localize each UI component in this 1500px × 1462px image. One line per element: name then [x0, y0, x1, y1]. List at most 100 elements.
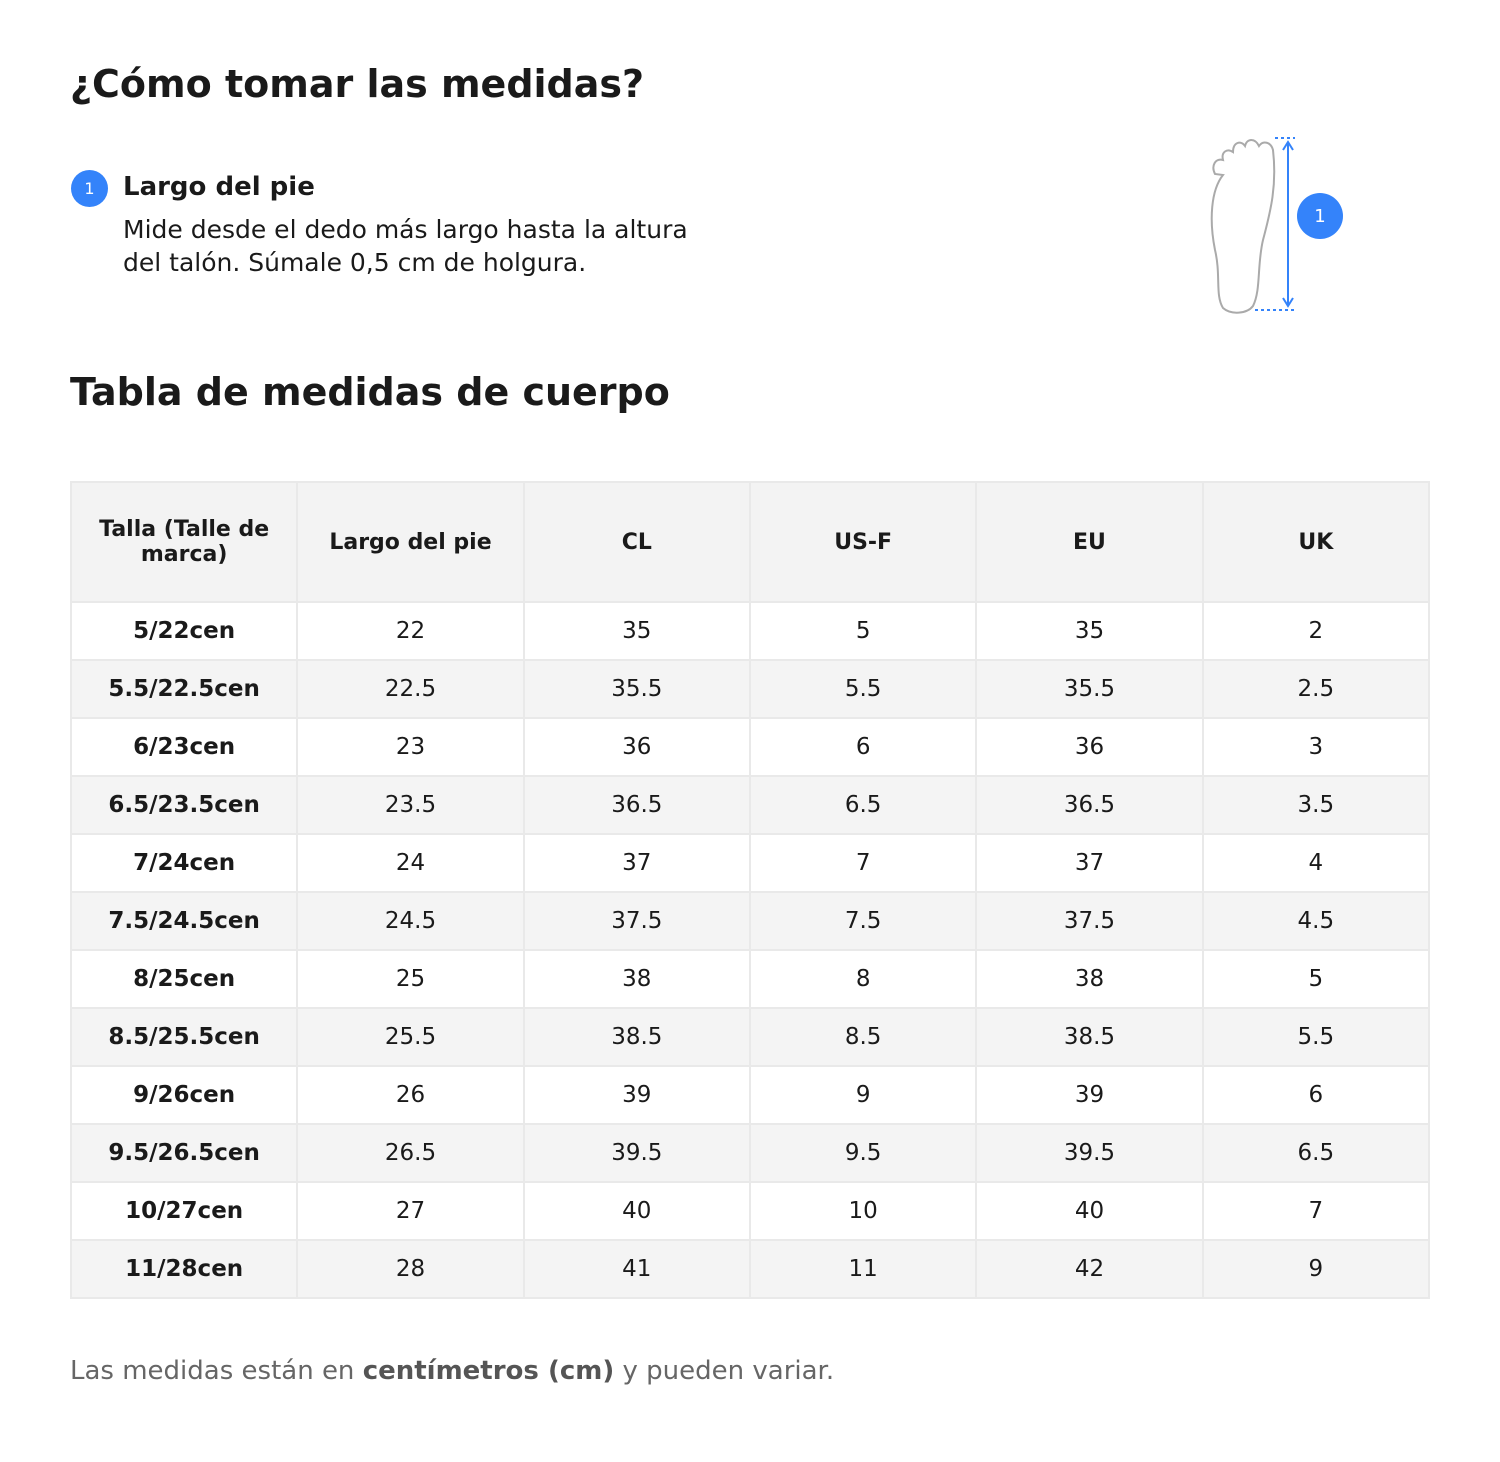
table-cell: 27 — [296, 1181, 525, 1241]
header-cell: EU — [975, 481, 1204, 603]
size-cell: 5.5/22.5cen — [69, 659, 299, 719]
title: ¿Cómo tomar las medidas? — [70, 62, 645, 106]
size-cell: 11/28cen — [69, 1239, 299, 1299]
table-row: 11/28cen 28 41 11 42 9 — [69, 1239, 1431, 1299]
table-row: 5.5/22.5cen 22.5 35.5 5.5 35.5 2.5 — [69, 659, 1431, 719]
table-cell: 7 — [748, 833, 978, 893]
header-cell: Largo del pie — [296, 481, 525, 603]
table-cell: 40 — [522, 1181, 751, 1241]
table-cell: 5.5 — [1201, 1007, 1431, 1067]
size-cell: 6.5/23.5cen — [69, 775, 299, 835]
step-badge: 1 — [71, 170, 108, 207]
size-cell: 9/26cen — [69, 1065, 299, 1125]
table-title: Tabla de medidas de cuerpo — [70, 370, 670, 414]
table-row: 8/25cen 25 38 8 38 5 — [69, 949, 1431, 1009]
table-row: 9/26cen 26 39 9 39 6 — [69, 1065, 1431, 1125]
table-cell: 9.5 — [748, 1123, 978, 1183]
footer-bold: centímetros (cm) — [362, 1356, 615, 1386]
table-cell: 36.5 — [522, 775, 751, 835]
table-cell: 22.5 — [296, 659, 525, 719]
table-cell: 24 — [296, 833, 525, 893]
table-cell: 10 — [748, 1181, 978, 1241]
foot-figure: 1 — [1210, 137, 1343, 314]
table-cell: 39.5 — [522, 1123, 751, 1183]
table-cell: 26 — [296, 1065, 525, 1125]
table-cell: 5.5 — [748, 659, 978, 719]
size-cell: 8/25cen — [69, 949, 299, 1009]
table-cell: 6 — [1201, 1065, 1431, 1125]
table-cell: 9 — [748, 1065, 978, 1125]
table-cell: 5 — [748, 601, 978, 661]
table-cell: 6.5 — [1201, 1123, 1431, 1183]
table-row: 10/27cen 27 40 10 40 7 — [69, 1181, 1431, 1241]
size-cell: 9.5/26.5cen — [69, 1123, 299, 1183]
table-cell: 7.5 — [748, 891, 978, 951]
table-cell: 2.5 — [1201, 659, 1431, 719]
table-cell: 35 — [975, 601, 1204, 661]
table-cell: 36 — [522, 717, 751, 777]
table-cell: 35.5 — [522, 659, 751, 719]
table-cell: 26.5 — [296, 1123, 525, 1183]
table-cell: 23.5 — [296, 775, 525, 835]
table-cell: 7 — [1201, 1181, 1431, 1241]
table-cell: 22 — [296, 601, 525, 661]
table-cell: 37 — [522, 833, 751, 893]
table-cell: 38 — [522, 949, 751, 1009]
step-description: Mide desde el dedo más largo hasta la al… — [123, 215, 688, 277]
table-cell: 25 — [296, 949, 525, 1009]
table-body: 5/22cen 22 35 5 35 2 5.5/22.5cen 22.5 35.5 5.5 35.… — [69, 601, 1431, 1299]
table-cell: 37.5 — [522, 891, 751, 951]
size-cell: 7.5/24.5cen — [69, 891, 299, 951]
table-cell: 5 — [1201, 949, 1431, 1009]
table-cell: 35 — [522, 601, 751, 661]
table-cell: 28 — [296, 1239, 525, 1299]
table-cell: 8 — [748, 949, 978, 1009]
header-cell: Talla (Talle de marca) — [69, 481, 299, 603]
footer-note: Las medidas están en centímetros (cm) y … — [70, 1356, 834, 1386]
table-row: 8.5/25.5cen 25.5 38.5 8.5 38.5 5.5 — [69, 1007, 1431, 1067]
table-cell: 38.5 — [522, 1007, 751, 1067]
table-row: 7.5/24.5cen 24.5 37.5 7.5 37.5 4.5 — [69, 891, 1431, 951]
table-cell: 25.5 — [296, 1007, 525, 1067]
table-cell: 40 — [975, 1181, 1204, 1241]
table-cell: 41 — [522, 1239, 751, 1299]
table-cell: 3.5 — [1201, 775, 1431, 835]
table-cell: 4.5 — [1201, 891, 1431, 951]
header-cell: US-F — [748, 481, 978, 603]
table-cell: 39 — [522, 1065, 751, 1125]
size-cell: 8.5/25.5cen — [69, 1007, 299, 1067]
table-cell: 37 — [975, 833, 1204, 893]
header-cell: CL — [522, 481, 751, 603]
size-cell: 10/27cen — [69, 1181, 299, 1241]
table-cell: 39 — [975, 1065, 1204, 1125]
table-cell: 9 — [1201, 1239, 1431, 1299]
table-cell: 8.5 — [748, 1007, 978, 1067]
table-row: 6/23cen 23 36 6 36 3 — [69, 717, 1431, 777]
table-cell: 37.5 — [975, 891, 1204, 951]
table-cell: 23 — [296, 717, 525, 777]
table-cell: 38 — [975, 949, 1204, 1009]
footer-text: y pueden variar. — [614, 1356, 835, 1386]
table-cell: 24.5 — [296, 891, 525, 951]
figure-badge: 1 — [1314, 206, 1325, 227]
table-cell: 11 — [748, 1239, 978, 1299]
table-row: 7/24cen 24 37 7 37 4 — [69, 833, 1431, 893]
table-cell: 36 — [975, 717, 1204, 777]
table-cell: 36.5 — [975, 775, 1204, 835]
size-cell: 7/24cen — [69, 833, 299, 893]
table-row: 6.5/23.5cen 23.5 36.5 6.5 36.5 3.5 — [69, 775, 1431, 835]
table-cell: 39.5 — [975, 1123, 1204, 1183]
table-cell: 35.5 — [975, 659, 1204, 719]
table-cell: 42 — [975, 1239, 1204, 1299]
header-row: Talla (Talle de marca) Largo del pie CL US-… — [69, 481, 1431, 603]
table-cell: 2 — [1201, 601, 1431, 661]
table-cell: 6 — [748, 717, 978, 777]
table-cell: 6.5 — [748, 775, 978, 835]
size-cell: 5/22cen — [69, 601, 299, 661]
table-cell: 4 — [1201, 833, 1431, 893]
footer-text: Las medidas están en — [70, 1356, 363, 1386]
size-cell: 6/23cen — [69, 717, 299, 777]
size-table: Talla (Talle de marca) Largo del pie CL US-… — [69, 481, 1431, 1299]
header-cell: UK — [1201, 481, 1431, 603]
